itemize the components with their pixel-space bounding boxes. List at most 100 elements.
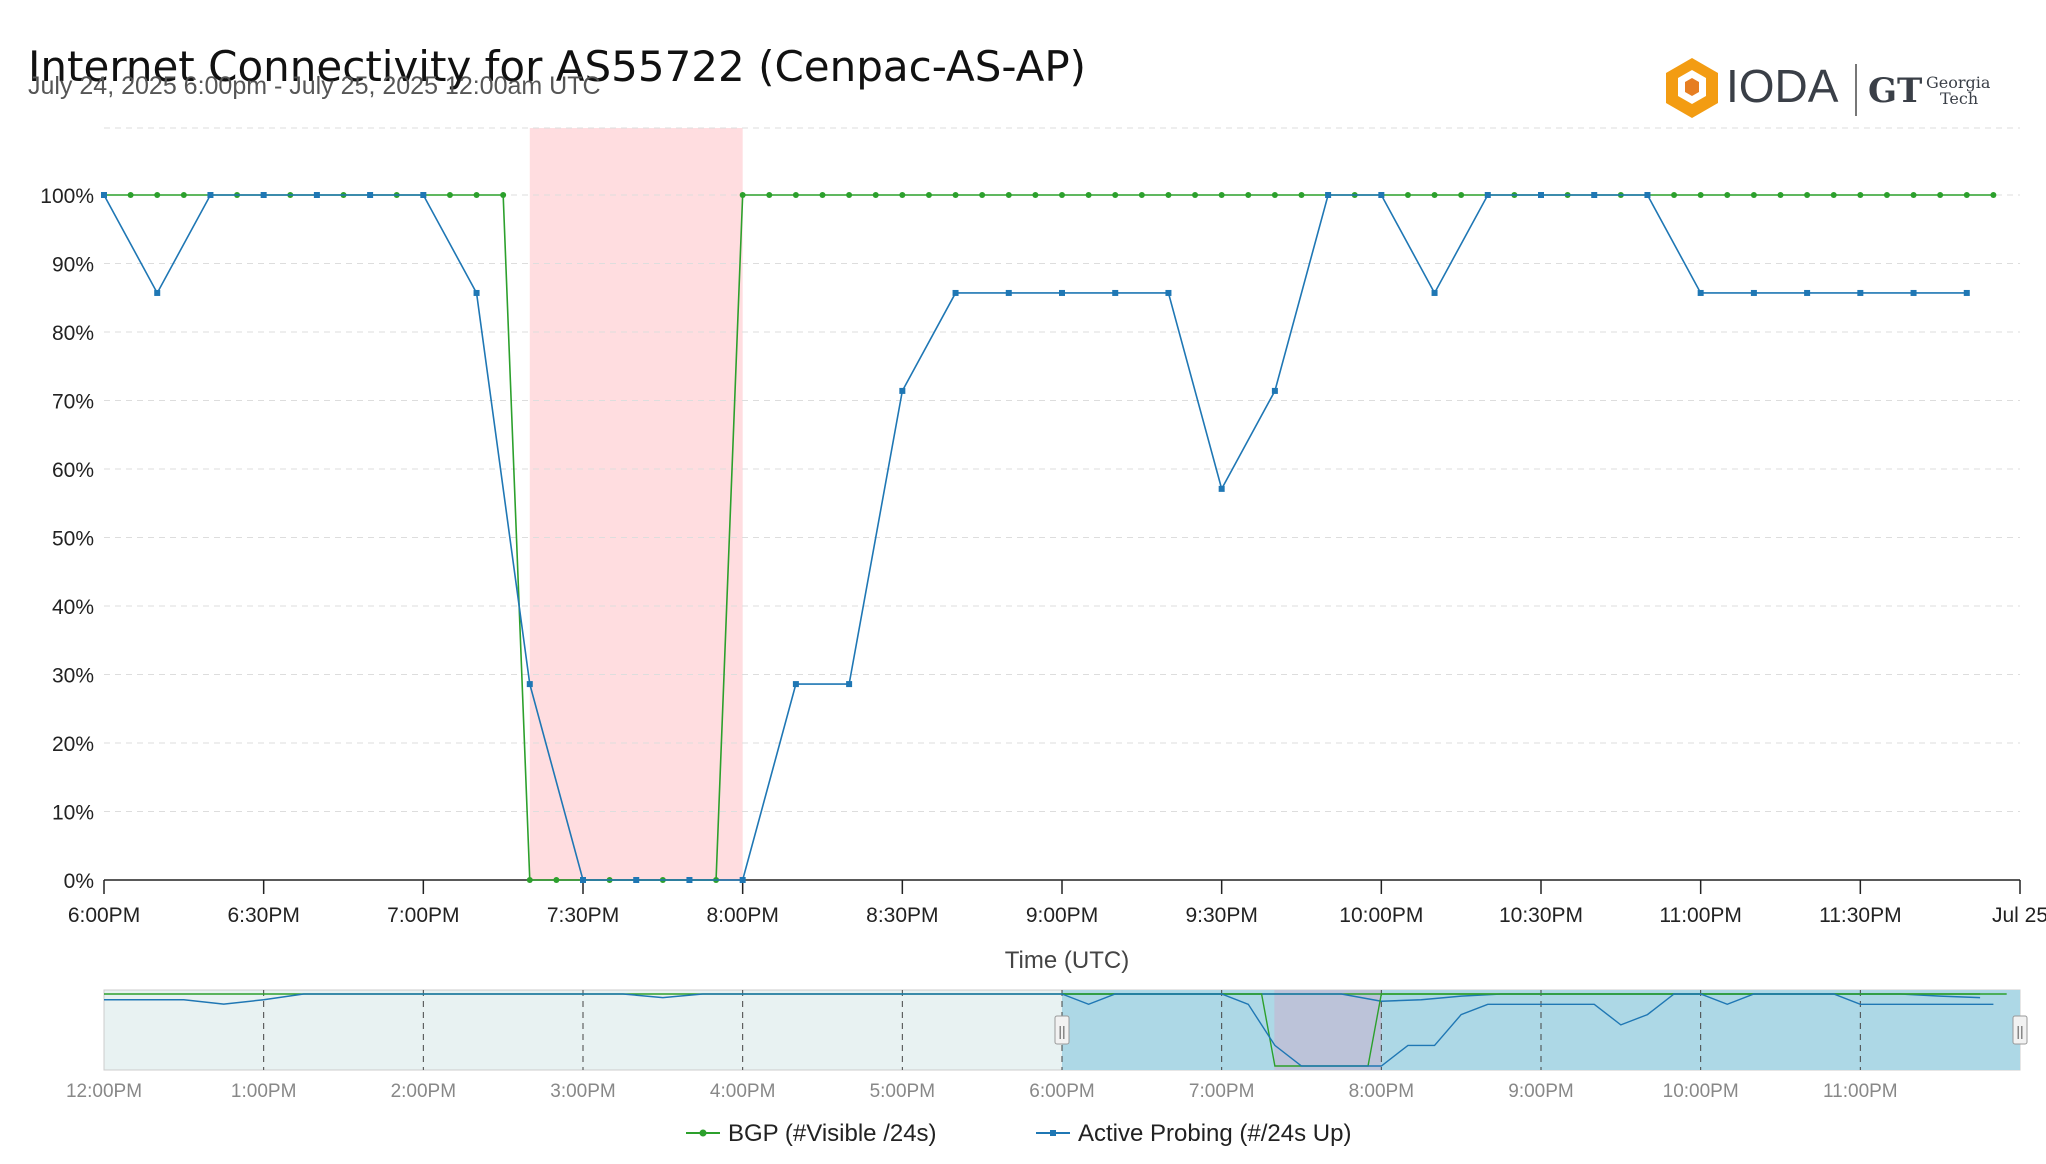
navigator-right-handle[interactable] xyxy=(2012,1015,2028,1045)
y-tick-label: 80% xyxy=(52,322,94,345)
data-point xyxy=(154,289,161,296)
data-point xyxy=(1458,192,1465,198)
handle-grip: || xyxy=(2016,1023,2023,1039)
data-point xyxy=(1245,192,1252,198)
y-tick-label: 100% xyxy=(40,185,94,208)
data-point xyxy=(1963,192,1970,198)
navigator-tick-label: 12:00PM xyxy=(66,1081,142,1102)
data-point xyxy=(1644,192,1651,198)
data-point xyxy=(1697,289,1704,296)
outage-band-layer xyxy=(529,128,743,880)
chart-subtitle: July 24, 2025 6:00pm - July 25, 2025 12:… xyxy=(28,72,601,100)
data-point xyxy=(1990,192,1997,198)
navigator-tick-label: 2:00PM xyxy=(391,1081,456,1102)
data-point xyxy=(473,289,480,296)
data-point xyxy=(367,192,374,198)
data-point xyxy=(766,192,773,198)
y-tick-label: 10% xyxy=(52,802,94,825)
data-point xyxy=(553,877,560,883)
data-point xyxy=(1910,192,1917,198)
axis-layer: 6:00PM 6:30PM 7:00PM 7:30PM 8:00PM 8:30PM 9:00… xyxy=(68,879,2046,927)
data-point xyxy=(1963,289,1970,296)
active-probing-series xyxy=(101,192,1970,883)
data-point xyxy=(526,877,533,883)
grid-layer: 0% 10% 20% 30% 40% 50% 60% 70% 80% 90% 100% xyxy=(40,127,2020,893)
y-tick-label: 50% xyxy=(52,528,94,551)
data-point xyxy=(101,192,107,198)
data-point xyxy=(1378,192,1385,198)
legend-label: Active Probing (#/24s Up) xyxy=(1078,1120,1351,1147)
ioda-georgia-tech-logo: IODA GT Georgia Tech xyxy=(1666,58,1991,118)
gt-mark: GT xyxy=(1868,71,1922,111)
data-point xyxy=(1777,192,1784,198)
data-point xyxy=(1724,192,1731,198)
data-point xyxy=(792,681,799,688)
legend-item-bgp[interactable]: BGP (#Visible /24s) xyxy=(686,1120,937,1147)
data-point xyxy=(1671,192,1678,198)
y-tick-label: 0% xyxy=(64,870,94,893)
data-point xyxy=(580,877,586,883)
data-point xyxy=(1298,192,1305,198)
data-point xyxy=(925,192,932,198)
navigator-tick-label: 5:00PM xyxy=(870,1081,935,1102)
data-point xyxy=(1192,192,1199,198)
x-tick-label: 10:30PM xyxy=(1499,904,1583,927)
data-point xyxy=(633,877,640,883)
navigator-tick-label: 8:00PM xyxy=(1349,1081,1414,1102)
y-tick-label: 40% xyxy=(52,596,94,619)
x-tick-label: 7:30PM xyxy=(547,904,619,927)
data-point xyxy=(473,192,480,198)
data-point xyxy=(446,192,453,198)
handle-grip: || xyxy=(1058,1023,1065,1039)
navigator[interactable]: 12:00PM 1:00PM 2:00PM 3:00PM 4:00PM 5:00PM 6:0… xyxy=(66,989,2028,1102)
legend-item-active-probing[interactable]: Active Probing (#/24s Up) xyxy=(1036,1120,1351,1147)
series-line xyxy=(103,194,1967,881)
data-point xyxy=(1750,289,1757,296)
legend[interactable]: BGP (#Visible /24s) Active Probing (#/24s… xyxy=(686,1120,1351,1147)
data-point xyxy=(979,192,986,198)
data-point xyxy=(739,192,746,198)
data-point xyxy=(180,192,187,198)
series-layer xyxy=(101,192,1997,883)
data-point xyxy=(500,192,507,198)
series-line xyxy=(104,194,1994,881)
data-point xyxy=(1325,192,1332,198)
data-point xyxy=(1005,289,1012,296)
x-axis-title: Time (UTC) xyxy=(1005,947,1129,974)
data-point xyxy=(1165,289,1172,296)
data-point xyxy=(1484,192,1491,198)
data-point xyxy=(127,192,134,198)
data-point xyxy=(1804,289,1811,296)
data-point xyxy=(260,192,267,198)
data-point xyxy=(1538,192,1544,198)
y-tick-label: 70% xyxy=(52,391,94,414)
x-tick-label: 6:00PM xyxy=(68,904,140,927)
data-point xyxy=(1697,192,1704,198)
data-point xyxy=(1857,192,1864,198)
data-point xyxy=(1804,192,1811,198)
legend-marker xyxy=(699,1129,707,1137)
data-point xyxy=(1032,192,1039,198)
data-point xyxy=(1750,192,1757,198)
data-point xyxy=(952,192,959,198)
data-point xyxy=(1138,192,1145,198)
data-point xyxy=(952,289,959,296)
x-tick-label: 10:00PM xyxy=(1339,904,1423,927)
x-tick-label: 9:00PM xyxy=(1026,904,1098,927)
data-point xyxy=(1431,289,1438,296)
data-point xyxy=(526,681,533,688)
navigator-tick-label: 11:00PM xyxy=(1823,1081,1898,1102)
outage-band xyxy=(529,128,743,880)
x-tick-label: 8:00PM xyxy=(706,904,778,927)
navigator-tick-label: 10:00PM xyxy=(1663,1081,1739,1102)
x-tick-label: 9:30PM xyxy=(1185,904,1257,927)
navigator-tick-label: 7:00PM xyxy=(1189,1081,1254,1102)
navigator-tick-label: 4:00PM xyxy=(710,1081,775,1102)
navigator-left-handle[interactable] xyxy=(1054,1015,1070,1045)
ioda-hexagon-icon xyxy=(1666,58,1718,118)
data-point xyxy=(1165,192,1172,198)
data-point xyxy=(1112,289,1119,296)
data-point xyxy=(792,192,799,198)
data-point xyxy=(1059,289,1065,296)
